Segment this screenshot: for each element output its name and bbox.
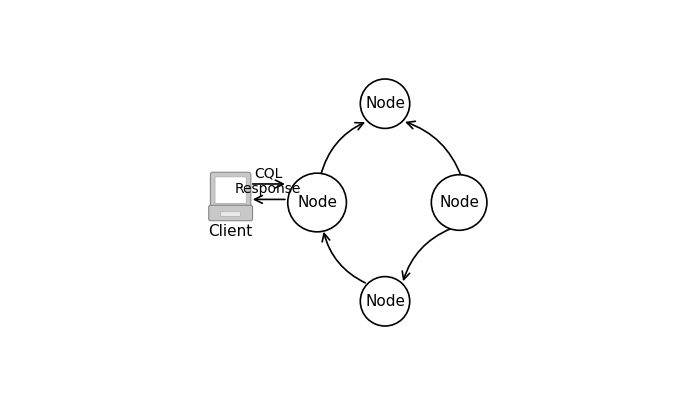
Circle shape <box>360 277 410 326</box>
FancyBboxPatch shape <box>209 205 252 221</box>
FancyBboxPatch shape <box>215 177 246 203</box>
FancyArrowPatch shape <box>322 233 366 283</box>
Text: Node: Node <box>439 195 479 210</box>
Circle shape <box>360 79 410 128</box>
Text: CQL: CQL <box>254 166 282 180</box>
Text: Response: Response <box>235 182 301 196</box>
FancyBboxPatch shape <box>220 211 240 217</box>
Circle shape <box>431 175 487 230</box>
FancyArrowPatch shape <box>321 123 363 175</box>
Text: Node: Node <box>365 96 405 111</box>
Circle shape <box>287 173 346 232</box>
FancyArrowPatch shape <box>407 121 462 176</box>
Text: Node: Node <box>365 294 405 309</box>
FancyArrowPatch shape <box>402 229 451 279</box>
FancyBboxPatch shape <box>210 172 251 208</box>
Text: Node: Node <box>297 195 337 210</box>
Text: Client: Client <box>209 223 253 239</box>
